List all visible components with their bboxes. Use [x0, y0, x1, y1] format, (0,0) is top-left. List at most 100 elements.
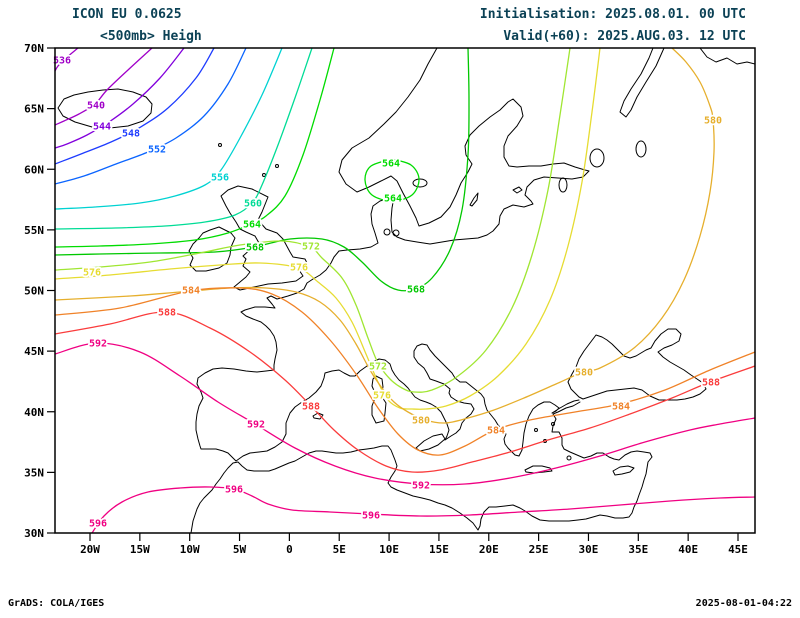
island-iceland — [57, 88, 153, 129]
contour-lines — [55, 48, 755, 533]
contour-line-564 — [55, 48, 335, 248]
island-saaremaa — [512, 186, 523, 194]
contour-label-596: 596 — [362, 511, 380, 522]
contour-label-580: 580 — [704, 116, 722, 127]
contour-line-548 — [55, 48, 215, 165]
island-funen — [392, 229, 400, 237]
contour-label-588: 588 — [158, 308, 176, 319]
coastline-black-sea — [567, 328, 707, 401]
init-time: Initialisation: 2025.08.01. 00 UTC — [480, 7, 746, 22]
island-corsica — [371, 375, 384, 394]
field-title: <500mb> Heigh — [100, 29, 202, 44]
contour-label-580: 580 — [412, 416, 430, 427]
contour-label-592: 592 — [412, 481, 430, 492]
island-ireland — [188, 226, 236, 272]
lon-tick-label: 30E — [579, 543, 599, 556]
axis-ticks-labels: 70N 65N 60N 55N 50N 45N 40N 35N 30N 20W 15W 10W 5W 0 5… — [24, 42, 748, 556]
lon-tick-label: 35E — [628, 543, 648, 556]
contour-label-568: 568 — [407, 285, 425, 296]
island-shetland — [275, 164, 279, 168]
contour-label-580: 580 — [575, 368, 593, 379]
contour-label-544: 544 — [93, 122, 111, 133]
coastline-europe-mainland — [195, 48, 590, 462]
contour-line-560 — [55, 48, 313, 230]
contour-line-592 — [55, 342, 755, 486]
contour-label-568: 568 — [246, 243, 264, 254]
contour-line-588 — [55, 311, 755, 473]
lat-tick-label: 65N — [24, 103, 44, 116]
lon-tick-label: 10E — [379, 543, 399, 556]
contour-line-568 — [55, 48, 470, 292]
lake-peipus — [558, 177, 568, 193]
contour-label-548: 548 — [122, 129, 140, 140]
contour-label-576: 576 — [373, 391, 391, 402]
island-rhodes — [566, 455, 572, 461]
contour-label-540: 540 — [87, 101, 105, 112]
contour-line-536 — [55, 48, 79, 72]
lat-tick-label: 60N — [24, 163, 44, 176]
contour-label-536: 536 — [53, 56, 71, 67]
contour-line-580 — [55, 48, 715, 424]
lon-tick-label: 0 — [286, 543, 293, 556]
grads-credit: GrADS: COLA/IGES — [8, 598, 104, 609]
contour-label-564: 564 — [243, 220, 261, 231]
contour-label-556: 556 — [211, 173, 229, 184]
lat-tick-label: 55N — [24, 224, 44, 237]
contour-label-592: 592 — [89, 339, 107, 350]
island-aegean-3 — [551, 422, 555, 426]
contour-line-572 — [55, 48, 571, 393]
island-crete — [524, 465, 553, 474]
contour-label-588: 588 — [702, 378, 720, 389]
lat-tick-label: 50N — [24, 285, 44, 298]
lon-tick-label: 15W — [130, 543, 150, 556]
island-aegean-1 — [534, 428, 538, 432]
timestamp: 2025-08-01-04:22 — [696, 598, 792, 609]
lat-tick-label: 40N — [24, 406, 44, 419]
contour-label-576: 576 — [83, 268, 101, 279]
contour-label-564: 564 — [382, 159, 400, 170]
contour-line-544 — [55, 48, 185, 149]
coastline-barents — [699, 48, 755, 65]
lat-tick-label: 70N — [24, 42, 44, 55]
contour-line-540 — [55, 48, 153, 126]
model-title: ICON EU 0.0625 — [72, 7, 182, 22]
contour-line-552 — [55, 48, 247, 185]
contour-line-596 — [91, 486, 755, 533]
contour-label-584: 584 — [182, 286, 200, 297]
contour-label-572: 572 — [302, 242, 320, 253]
lat-tick-label: 45N — [24, 345, 44, 358]
contour-label-584: 584 — [612, 402, 630, 413]
contour-labels: 536 540 544 548 552 556 560 564 564 564 568 568 572 5… — [51, 54, 724, 532]
contour-label-592: 592 — [247, 420, 265, 431]
contour-line-584 — [55, 287, 755, 456]
island-gotland — [469, 192, 479, 207]
contour-label-572: 572 — [369, 362, 387, 373]
lat-tick-label: 30N — [24, 527, 44, 540]
lon-tick-label: 20W — [80, 543, 100, 556]
island-faroe — [218, 143, 222, 147]
contour-label-564: 564 — [384, 194, 402, 205]
lat-tick-label: 35N — [24, 466, 44, 479]
contour-line-576 — [55, 48, 601, 410]
coastline-white-sea — [619, 48, 665, 118]
contour-label-596: 596 — [89, 519, 107, 530]
contour-label-584: 584 — [487, 426, 505, 437]
lake-vanern — [412, 178, 428, 188]
lon-tick-label: 10W — [180, 543, 200, 556]
contour-label-576: 576 — [290, 263, 308, 274]
lon-tick-label: 25E — [529, 543, 549, 556]
island-sardinia — [371, 396, 387, 424]
island-zealand — [383, 228, 391, 236]
island-orkney — [262, 173, 266, 177]
contour-line-564 — [364, 158, 420, 202]
lake-onega — [635, 140, 647, 158]
lon-tick-label: 15E — [429, 543, 449, 556]
coastline-anatolia-africa — [190, 401, 653, 533]
lon-tick-label: 45E — [728, 543, 748, 556]
lon-tick-label: 20E — [479, 543, 499, 556]
lon-tick-label: 40E — [678, 543, 698, 556]
lon-tick-label: 5E — [333, 543, 346, 556]
lake-ladoga — [589, 148, 605, 168]
contour-line-556 — [55, 48, 283, 210]
